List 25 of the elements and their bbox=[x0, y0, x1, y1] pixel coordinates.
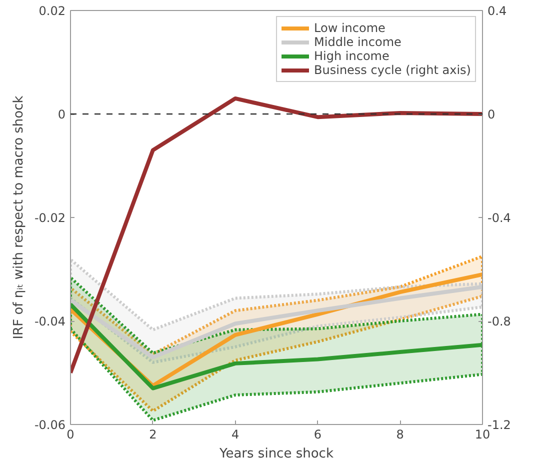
x-tick-label: 2 bbox=[149, 428, 157, 442]
legend-label: Low income bbox=[314, 21, 386, 35]
legend-label: Business cycle (right axis) bbox=[314, 63, 471, 77]
x-tick-label: 0 bbox=[66, 428, 74, 442]
y2-tick-label: 0 bbox=[488, 108, 496, 122]
y-tick-label: -0.04 bbox=[34, 314, 66, 328]
y-tick-label: -0.02 bbox=[34, 211, 66, 225]
x-tick-label: 6 bbox=[314, 428, 322, 442]
legend-label: Middle income bbox=[314, 35, 402, 49]
line-series bbox=[70, 284, 482, 360]
y-tick-label: 0.02 bbox=[38, 4, 66, 18]
x-axis-title: Years since shock bbox=[218, 446, 334, 462]
y-axis-title: IRF of ηᵢₜ with respect to macro shock bbox=[11, 95, 26, 340]
legend-label: High income bbox=[314, 49, 390, 63]
y2-tick-label: -0.4 bbox=[488, 211, 511, 225]
line-series bbox=[70, 96, 482, 375]
y-tick-label: 0 bbox=[58, 108, 66, 122]
x-tick-label: 4 bbox=[231, 428, 240, 442]
y2-tick-label: -0.8 bbox=[488, 314, 511, 328]
x-tick-label: 10 bbox=[474, 428, 490, 442]
x-tick-label: 8 bbox=[396, 428, 404, 442]
line-series bbox=[70, 302, 482, 390]
y-tick-label: -0.06 bbox=[34, 418, 66, 432]
y2-tick-label: 0.4 bbox=[488, 4, 507, 18]
y2-tick-label: -1.2 bbox=[488, 418, 511, 432]
